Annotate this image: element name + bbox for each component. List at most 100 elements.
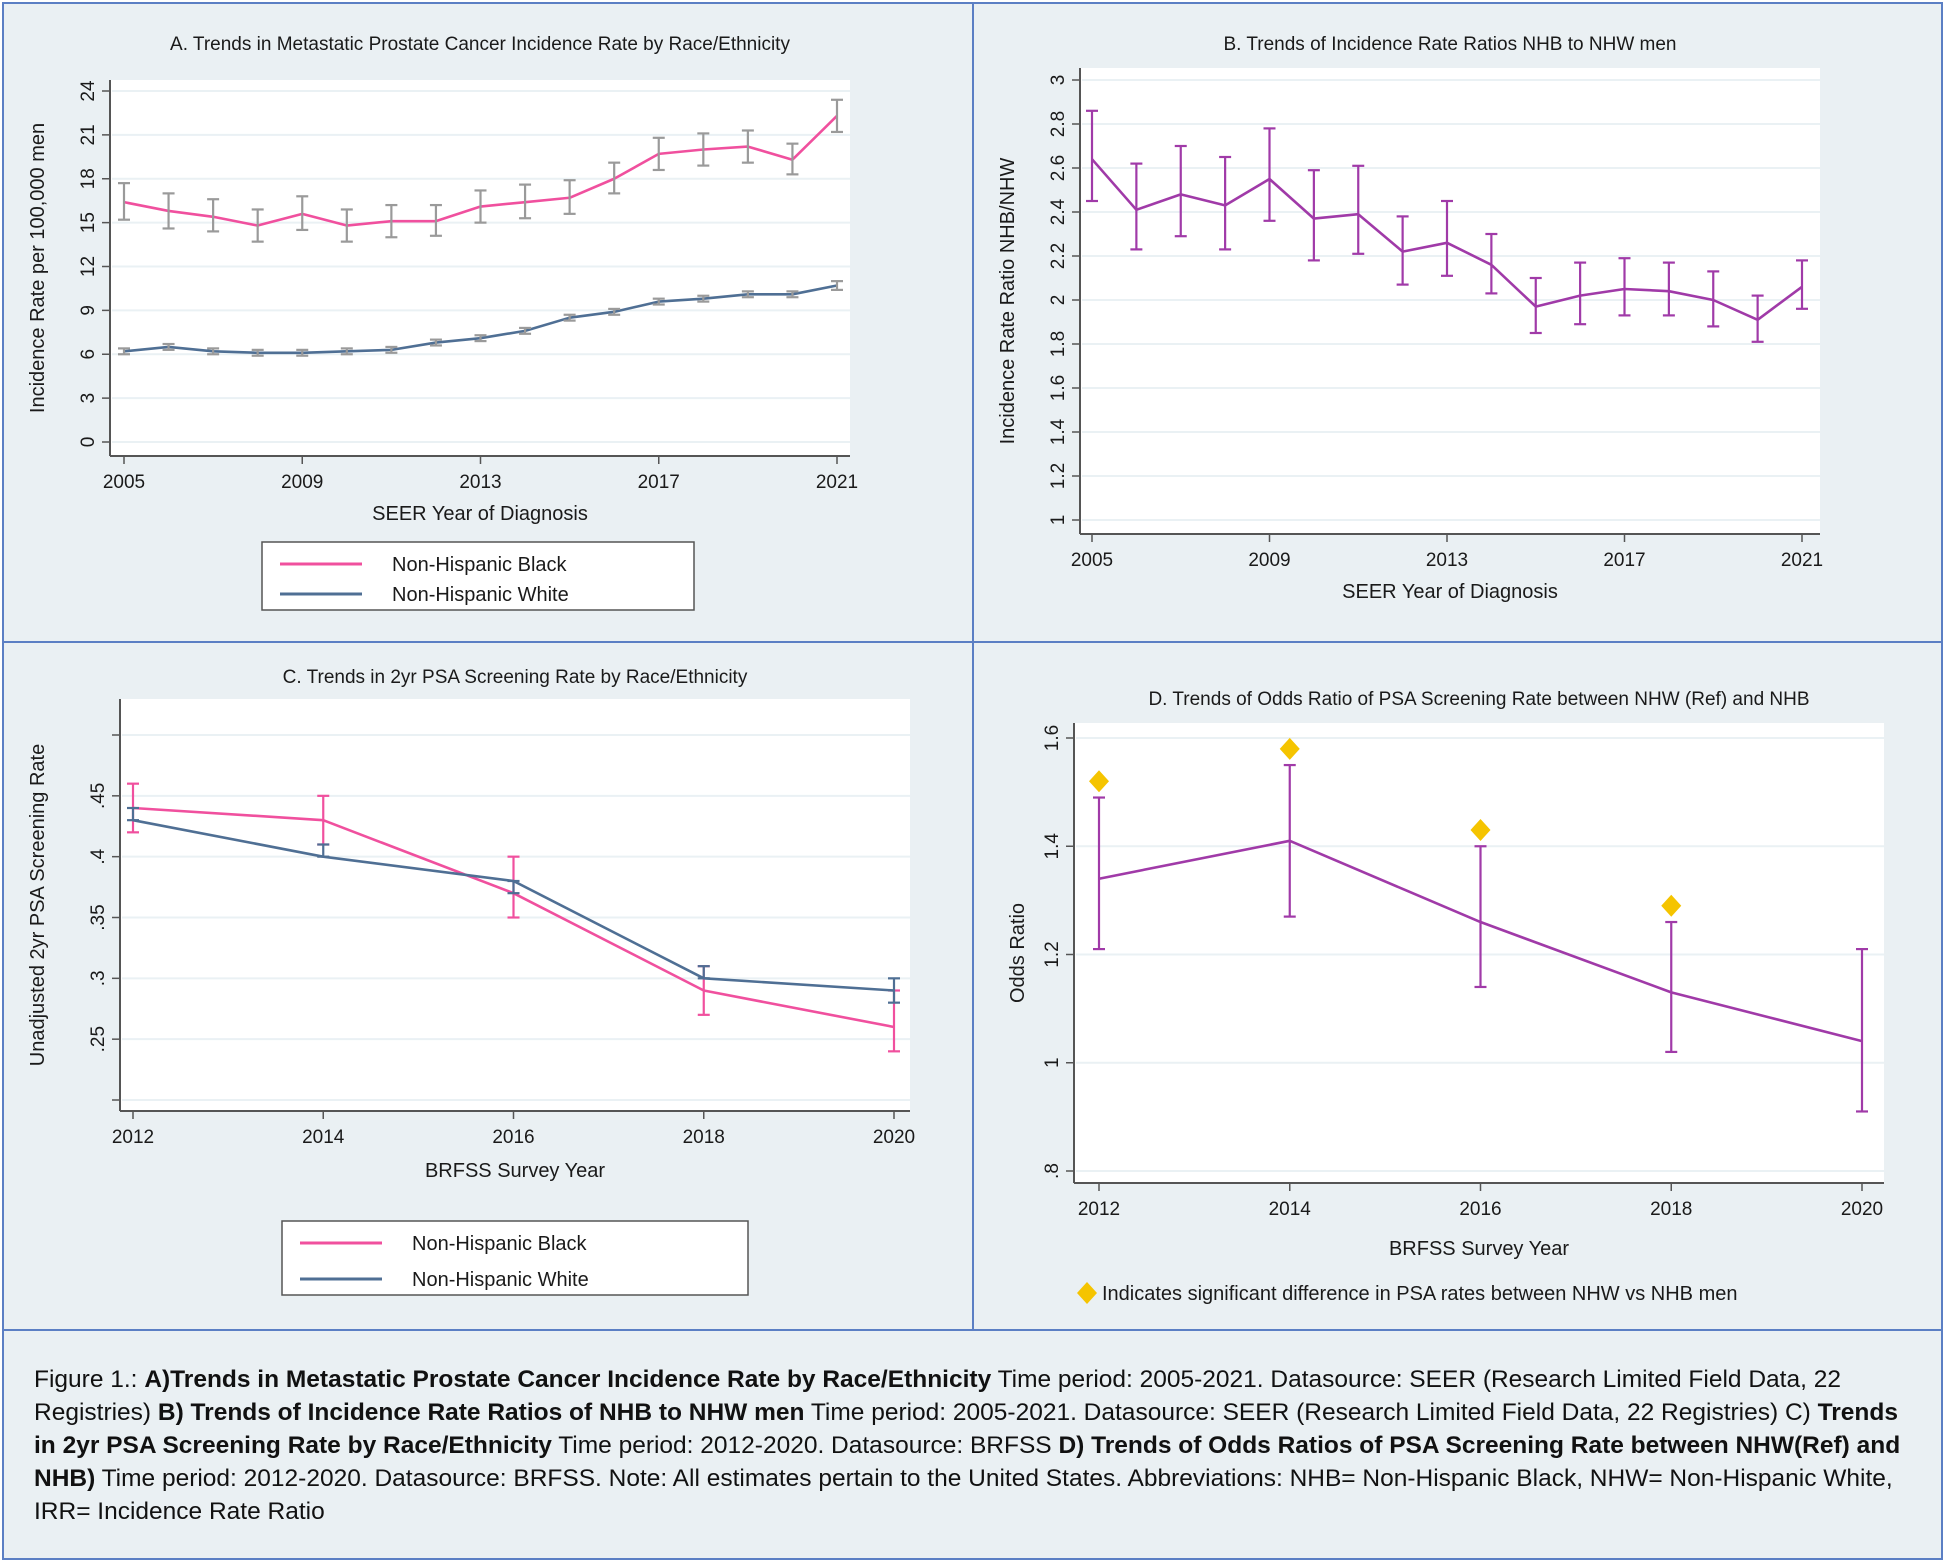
- error-bar: [296, 195, 309, 232]
- error-bar: [563, 313, 576, 322]
- y-axis-label: Incidence Rate per 100,000 men: [27, 123, 49, 413]
- error-bar: [162, 192, 175, 230]
- panel-b: B. Trends of Incidence Rate Ratios NHB t…: [972, 2, 1943, 643]
- error-bar: [1751, 294, 1764, 343]
- error-bar: [1707, 270, 1720, 328]
- error-bar: [563, 179, 576, 215]
- error-bar: [118, 347, 130, 356]
- figure-caption-box: Figure 1.: A)Trends in Metastatic Prosta…: [2, 1329, 1943, 1560]
- figure-caption: Figure 1.: A)Trends in Metastatic Prosta…: [34, 1363, 1914, 1528]
- x-tick-label: 2005: [103, 472, 145, 493]
- y-tick-label: .8: [1042, 1163, 1063, 1179]
- error-bar: [251, 208, 264, 243]
- x-tick-label: 2012: [1078, 1199, 1120, 1220]
- y-tick-label: 1: [1048, 515, 1069, 526]
- error-bar: [1396, 215, 1409, 286]
- error-bar: [1174, 144, 1187, 238]
- chart-title: A. Trends in Metastatic Prostate Cancer …: [170, 34, 790, 55]
- caption-bold-title: B) Trends of Incidence Rate Ratios of NH…: [157, 1399, 805, 1426]
- error-bar: [474, 189, 487, 224]
- y-tick-label: 2.2: [1048, 243, 1069, 269]
- error-bar: [608, 307, 621, 316]
- significance-diamond-icon: [1470, 819, 1491, 842]
- error-bar: [118, 182, 130, 221]
- error-bar: [888, 977, 900, 1004]
- x-tick-label: 2020: [873, 1127, 915, 1148]
- y-tick-label: 1.4: [1048, 418, 1069, 445]
- error-bar: [385, 345, 398, 354]
- chart-title: B. Trends of Incidence Rate Ratios NHB t…: [1223, 34, 1676, 55]
- error-bar: [831, 98, 843, 134]
- panel-a: A. Trends in Metastatic Prostate Cancer …: [2, 2, 974, 643]
- legend-box: [281, 1220, 749, 1296]
- plot-area: [1074, 723, 1884, 1183]
- y-tick-label: 6: [78, 349, 99, 360]
- caption-text: Time period: 2005-2021. Datasource: SEER…: [804, 1399, 1818, 1426]
- legend-box: [261, 541, 695, 611]
- error-bar: [519, 326, 532, 335]
- legend: Non-Hispanic Black Non-Hispanic White: [281, 1220, 749, 1296]
- error-bar: [340, 208, 353, 243]
- y-tick-label: 3: [78, 393, 99, 404]
- y-tick-label: 2: [1048, 295, 1069, 306]
- y-tick-label: 1.6: [1042, 725, 1063, 751]
- plot-area: [120, 699, 910, 1111]
- y-tick-label: .45: [88, 783, 109, 809]
- error-bar: [697, 965, 710, 980]
- y-tick-label: 2.4: [1048, 198, 1069, 225]
- x-tick-label: 2018: [683, 1127, 725, 1148]
- y-tick-label: 1.4: [1042, 833, 1063, 860]
- y-tick-label: .4: [88, 848, 109, 864]
- error-bar: [474, 334, 487, 343]
- x-tick-label: 2014: [302, 1127, 345, 1148]
- error-bar: [429, 338, 442, 347]
- x-tick-label: 2021: [1781, 550, 1823, 571]
- legend: Non-Hispanic Black Non-Hispanic White: [261, 541, 695, 611]
- error-bar: [1093, 796, 1105, 951]
- significance-diamond-icon: [1279, 737, 1300, 760]
- x-tick-label: 2017: [638, 472, 680, 493]
- x-tick-label: 2009: [281, 472, 323, 493]
- error-bar: [1856, 947, 1868, 1113]
- error-bar: [507, 879, 520, 895]
- plot-area: [110, 80, 850, 456]
- error-bar: [1529, 276, 1542, 335]
- error-bar: [697, 294, 710, 303]
- error-bar: [652, 297, 665, 306]
- significance-diamond-icon: [1089, 770, 1109, 793]
- panel-d: D. Trends of Odds Ratio of PSA Screening…: [972, 641, 1943, 1331]
- error-bar: [1352, 164, 1365, 255]
- chart-c: C. Trends in 2yr PSA Screening Rate by R…: [27, 667, 915, 1296]
- caption-bold-title: Trends in 2yr PSA Screening Rate by Race…: [34, 1399, 1898, 1459]
- error-bar: [741, 290, 754, 299]
- annotation-text: Indicates significant difference in PSA …: [1102, 1283, 1737, 1305]
- y-tick-label: 1.2: [1042, 941, 1063, 967]
- x-tick-label: 2017: [1603, 550, 1645, 571]
- chart-d: D. Trends of Odds Ratio of PSA Screening…: [1007, 689, 1884, 1305]
- error-bar: [1574, 261, 1587, 326]
- y-tick-label: 1.6: [1048, 375, 1069, 401]
- y-tick-label: 2.8: [1048, 111, 1069, 137]
- error-bar: [1485, 232, 1498, 295]
- y-tick-label: 15: [78, 212, 99, 233]
- y-tick-label: .3: [88, 970, 109, 986]
- error-bar: [340, 347, 353, 356]
- error-bar: [207, 347, 220, 356]
- x-tick-label: 2016: [492, 1127, 534, 1148]
- y-axis-label: Odds Ratio: [1007, 903, 1029, 1003]
- error-bar: [1263, 127, 1276, 222]
- panel-c: C. Trends in 2yr PSA Screening Rate by R…: [2, 641, 974, 1331]
- legend-label: Non-Hispanic White: [412, 1269, 589, 1291]
- legend-label: Non-Hispanic White: [392, 584, 569, 606]
- error-bar: [786, 290, 799, 299]
- chart-title: D. Trends of Odds Ratio of PSA Screening…: [1148, 689, 1809, 710]
- error-bar: [652, 136, 665, 172]
- caption-text: Time period: 2005-2021. Datasource: SEER…: [34, 1366, 1841, 1426]
- significance-diamond-icon: [1661, 894, 1682, 917]
- caption-prefix: Figure 1.:: [34, 1366, 145, 1393]
- error-bar: [741, 129, 754, 164]
- x-axis-label: SEER Year of Diagnosis: [372, 503, 588, 525]
- error-bar: [1307, 169, 1320, 262]
- y-tick-label: .35: [88, 904, 109, 930]
- error-bar: [296, 348, 309, 357]
